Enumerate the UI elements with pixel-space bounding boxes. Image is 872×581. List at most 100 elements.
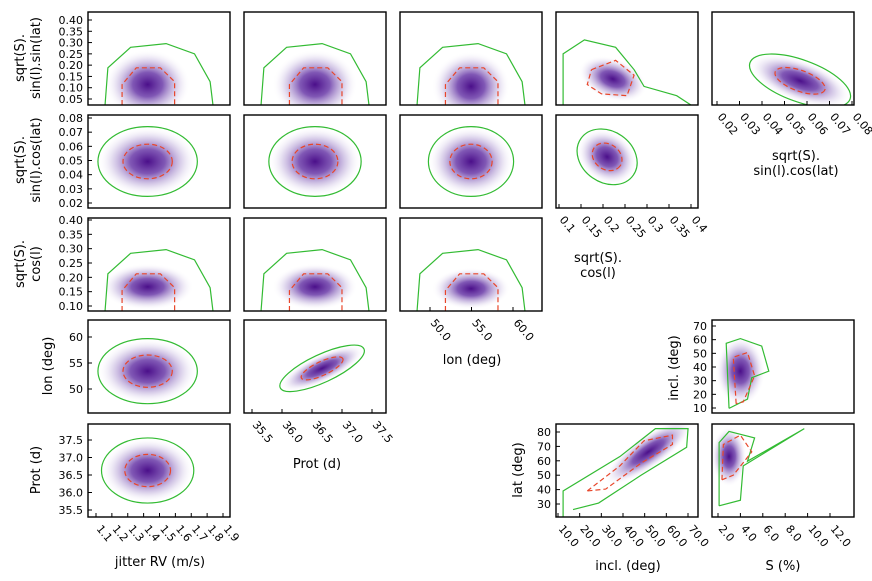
contour-outer-ssincos-vs-lon <box>427 126 515 197</box>
ssinsin-y-tick: 0.25 <box>59 48 84 61</box>
ssinsin-y-tick: 0.40 <box>59 14 84 27</box>
ssinsin-y-tick: 0.35 <box>59 25 84 38</box>
frame-ssincos-vs-lon <box>399 114 543 209</box>
contour-inner-ssincos-vs-prot <box>291 143 339 180</box>
ssincos-x-tick: 0.03 <box>737 111 763 138</box>
frame-scosl-vs-jitter <box>87 217 231 312</box>
incl-axis-label: incl. (deg) <box>595 559 661 574</box>
lat-axis-label: lat (deg) <box>511 442 526 497</box>
prot-axis-label: Prot (d) <box>293 457 341 472</box>
scosl-y-tick: 0.20 <box>59 271 84 284</box>
lat-y-tick: 30 <box>537 498 551 511</box>
ssincos-axis-label: sqrt(S). <box>13 136 28 184</box>
ssincos-x-tick: 0.05 <box>782 111 808 138</box>
incl-y-tick: 40 <box>693 361 707 374</box>
s-x-tick: 12.0 <box>828 523 854 550</box>
s-x-tick: 8.0 <box>783 523 804 545</box>
panel-scosl-vs-jitter <box>87 217 231 312</box>
panel-lon-vs-jitter <box>87 319 231 414</box>
prot-y-tick: 36.5 <box>59 469 84 482</box>
density-ssinsin-vs-ssincos <box>749 54 851 105</box>
contour-outer-ssinsin-vs-jitter <box>104 43 214 105</box>
contour-inner-prot-vs-jitter <box>124 453 172 488</box>
contour-inner-ssincos-vs-jitter <box>122 143 173 180</box>
contour-outer-lat-vs-s <box>718 428 805 507</box>
incl-x-tick: 50.0 <box>642 523 668 550</box>
contour-outer-ssinsin-vs-ssincos <box>748 53 852 105</box>
density-ssincos-vs-prot <box>268 126 362 197</box>
density-ssinsin-vs-prot <box>272 49 358 105</box>
contour-outer-lat-vs-incl <box>562 428 689 517</box>
contour-outer-ssinsin-vs-lon <box>416 43 526 105</box>
ssincos-y-tick: 0.02 <box>59 197 84 210</box>
panel-ssinsin-vs-scosl <box>555 11 699 106</box>
prot-x-tick: 36.0 <box>280 419 306 446</box>
density-scosl-vs-lon <box>431 267 511 310</box>
contour-outer-lon-vs-prot <box>279 344 365 393</box>
ssinsin-y-tick: 0.30 <box>59 37 84 50</box>
scosl-axis-label: cos(l) <box>29 246 44 282</box>
contour-inner-lon-vs-jitter <box>122 354 173 388</box>
ssinsin-axis-label: sin(l).sin(lat) <box>29 17 44 99</box>
scosl-y-tick: 0.10 <box>59 300 84 313</box>
panel-prot-vs-jitter <box>87 423 231 518</box>
prot-y-tick: 35.5 <box>59 504 84 517</box>
contour-inner-ssinsin-vs-prot <box>288 67 343 105</box>
lat-y-tick: 60 <box>537 455 551 468</box>
ssincos-axis-label: sin(l).cos(lat) <box>29 117 44 202</box>
ssincos-x-tick: 0.02 <box>715 111 741 138</box>
frame-ssincos-vs-jitter <box>87 114 231 209</box>
incl-y-tick: 10 <box>693 402 707 415</box>
scosl-x-tick: 0.25 <box>623 214 649 241</box>
contour-outer-prot-vs-jitter <box>100 437 195 504</box>
incl-y-tick: 70 <box>693 320 707 333</box>
contour-inner-ssinsin-vs-scosl <box>586 59 635 97</box>
density-lon-vs-jitter <box>97 338 198 404</box>
contour-inner-lon-vs-prot <box>300 356 344 381</box>
lon-x-tick: 55.0 <box>469 317 495 344</box>
lat-y-tick: 40 <box>537 484 551 497</box>
prot-y-tick: 36.0 <box>59 487 84 500</box>
incl-y-tick: 60 <box>693 334 707 347</box>
panel-ssinsin-vs-ssincos <box>711 11 855 106</box>
density-ssinsin-vs-lon <box>431 51 511 105</box>
frame-lat-vs-incl <box>555 423 699 518</box>
scosl-y-tick: 0.25 <box>59 257 84 270</box>
lon-x-tick: 60.0 <box>511 317 537 344</box>
contour-outer-ssincos-vs-jitter <box>97 126 198 197</box>
incl-x-tick: 40.0 <box>621 523 647 550</box>
frame-ssinsin-vs-ssincos <box>711 11 855 106</box>
panel-lat-vs-s <box>711 423 855 518</box>
density-ssinsin-vs-jitter <box>105 49 191 105</box>
frame-ssinsin-vs-jitter <box>87 11 231 106</box>
contour-outer-ssinsin-vs-prot <box>260 43 370 105</box>
ssincos-x-tick: 0.04 <box>760 111 786 138</box>
density-ssinsin-vs-scosl <box>578 55 647 103</box>
incl-x-tick: 10.0 <box>556 523 582 550</box>
contour-outer-scosl-vs-jitter <box>104 249 214 311</box>
scosl-y-tick: 0.35 <box>59 228 84 241</box>
ssincos-y-tick: 0.04 <box>59 169 84 182</box>
lon-axis-label: lon (deg) <box>443 353 502 368</box>
ssincos-axis-label: sin(l).cos(lat) <box>753 164 838 179</box>
frame-ssincos-vs-scosl <box>555 114 699 209</box>
contour-inner-lat-vs-incl <box>586 434 674 492</box>
s-axis-label: S (%) <box>766 559 801 574</box>
lat-y-tick: 80 <box>537 426 551 439</box>
frame-lon-vs-prot <box>243 319 387 414</box>
prot-x-tick: 35.5 <box>250 419 276 446</box>
panel-lon-vs-prot <box>243 319 387 414</box>
lon-y-tick: 55 <box>69 357 83 370</box>
ssincos-axis-label: sqrt(S). <box>772 149 820 164</box>
lat-y-tick: 50 <box>537 469 551 482</box>
frame-ssinsin-vs-scosl <box>555 11 699 106</box>
scosl-y-tick: 0.30 <box>59 243 84 256</box>
contour-outer-scosl-vs-prot <box>260 249 370 311</box>
jitter-axis-label: jitter RV (m/s) <box>114 555 205 570</box>
ssinsin-y-tick: 0.05 <box>59 93 84 106</box>
contour-inner-ssincos-vs-scosl <box>591 142 623 172</box>
panel-ssinsin-vs-prot <box>243 11 387 106</box>
lat-y-tick: 70 <box>537 440 551 453</box>
panel-ssinsin-vs-lon <box>399 11 543 106</box>
